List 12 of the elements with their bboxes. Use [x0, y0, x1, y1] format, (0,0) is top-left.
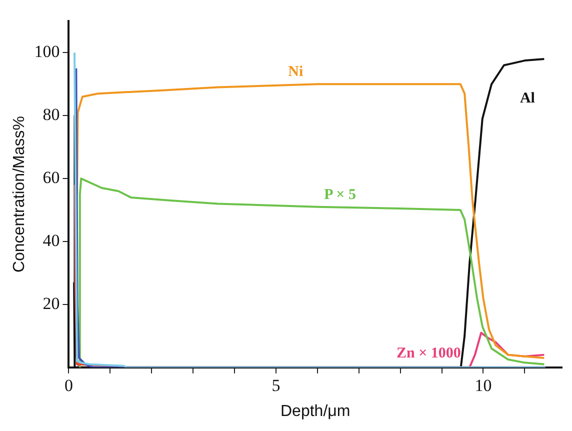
y-tick-label: 20	[42, 294, 60, 313]
series-label: Ni	[288, 64, 304, 80]
y-tick-label: 80	[42, 105, 60, 124]
x-axis-title: Depth/μm	[280, 402, 350, 420]
series-label: Al	[520, 90, 535, 106]
y-tick-label: 100	[34, 42, 60, 62]
y-axis-title: Concentration/Mass%	[11, 116, 28, 273]
x-tick-label: 5	[272, 376, 280, 396]
x-tick-label: 0	[64, 376, 73, 396]
y-tick-label: 60	[42, 168, 60, 188]
x-tick-label: 10	[474, 376, 492, 396]
y-tick-label: 40	[42, 230, 60, 250]
